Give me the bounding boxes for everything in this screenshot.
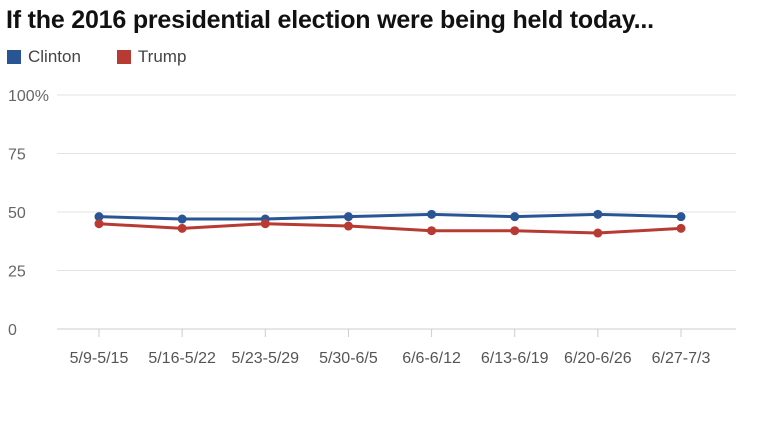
x-tick-label: 5/16-5/22	[148, 350, 216, 367]
legend-item-clinton: Clinton	[7, 47, 81, 67]
data-point-trump	[510, 226, 520, 236]
data-point-trump	[676, 223, 686, 233]
series-line-trump	[98, 222, 682, 235]
data-point-trump	[260, 219, 270, 229]
data-point-clinton	[427, 209, 437, 219]
data-point-clinton	[94, 212, 104, 222]
x-tick-label: 6/27-7/3	[652, 350, 711, 367]
x-tick-label: 6/6-6/12	[402, 350, 461, 367]
x-tick-label: 5/30-6/5	[319, 350, 378, 367]
y-tick-label: 50	[8, 205, 26, 222]
data-point-clinton	[593, 209, 603, 219]
data-point-clinton	[510, 212, 520, 222]
data-point-clinton	[676, 212, 686, 222]
legend-item-trump: Trump	[116, 47, 187, 67]
data-point-trump	[177, 223, 187, 233]
y-tick-label: 100%	[8, 88, 49, 105]
data-point-trump	[427, 226, 437, 236]
y-tick-label: 25	[8, 264, 26, 281]
data-point-clinton	[343, 212, 353, 222]
x-tick-label: 5/23-5/29	[231, 350, 299, 367]
x-tick-label: 6/13-6/19	[481, 350, 549, 367]
data-point-trump	[343, 221, 353, 231]
legend-swatch-clinton	[7, 50, 21, 64]
legend-label-trump: Trump	[137, 47, 187, 66]
x-tick-label: 6/20-6/26	[564, 350, 632, 367]
x-tick-label: 5/9-5/15	[70, 350, 129, 367]
legend: Clinton Trump	[7, 47, 186, 67]
legend-swatch-trump	[116, 50, 131, 64]
chart-title: If the 2016 presidential election were b…	[6, 6, 654, 34]
data-point-trump	[593, 228, 603, 238]
y-tick-label: 75	[8, 147, 26, 164]
data-point-clinton	[177, 214, 187, 224]
series-line-clinton	[98, 212, 682, 221]
legend-label-clinton: Clinton	[28, 47, 81, 66]
y-tick-label: 0	[8, 322, 17, 339]
data-point-trump	[94, 219, 104, 229]
